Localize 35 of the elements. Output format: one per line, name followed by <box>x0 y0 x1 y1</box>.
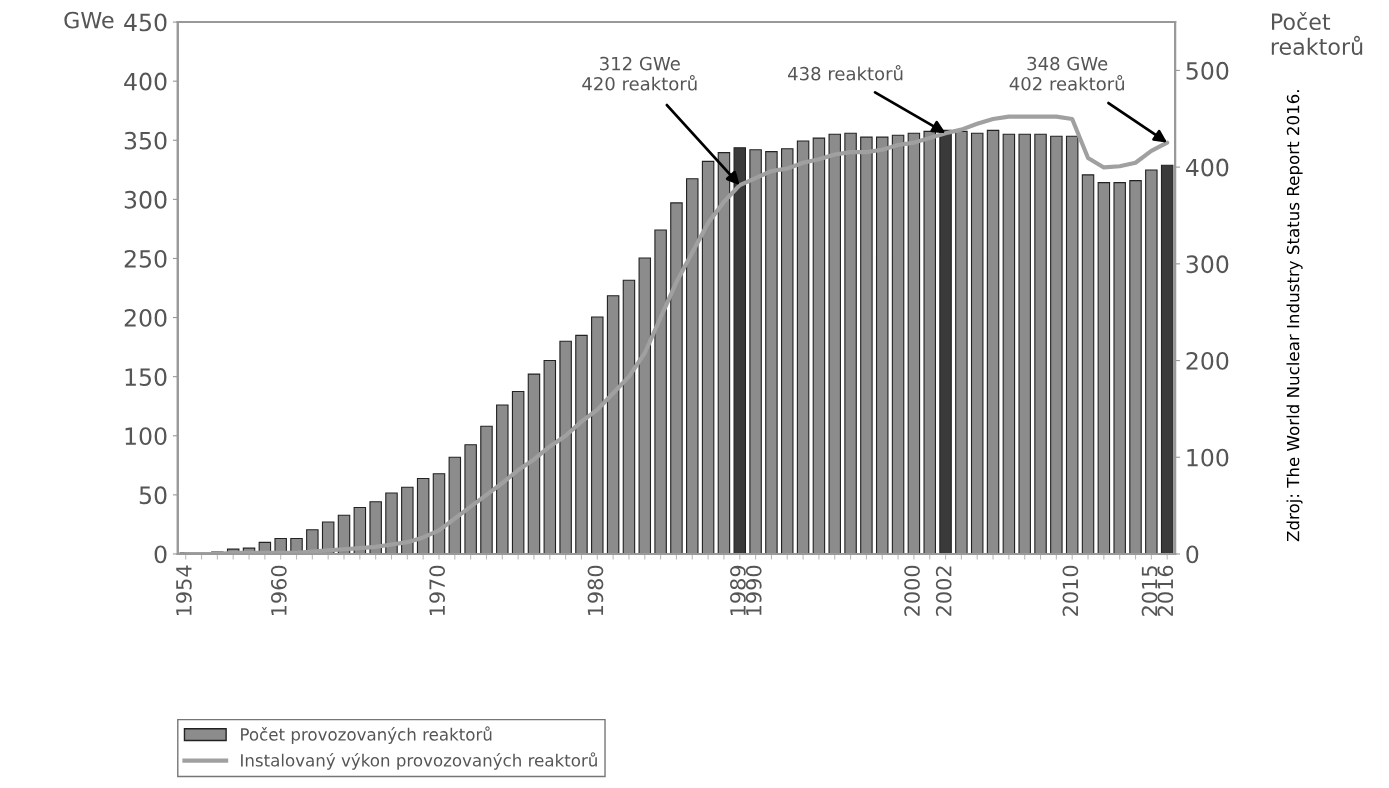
x-tick-label: 2002 <box>935 566 952 616</box>
y2-tick-label: 200 <box>1186 351 1229 370</box>
y2-axis-title: Počet reaktorů <box>1271 12 1363 55</box>
y-tick-label: 350 <box>124 131 167 150</box>
y2-tick-label: 300 <box>1186 255 1229 274</box>
x-tick-label: 2010 <box>1062 565 1079 616</box>
y2-tick-label: 400 <box>1185 158 1229 177</box>
y-tick-label: 200 <box>124 309 167 327</box>
x-tick-label: 1980 <box>587 565 604 616</box>
legend-label: Instalovaný výkon provozovaných reaktorů <box>241 752 597 770</box>
x-tick-label: 1970 <box>429 565 446 616</box>
y-tick-label: 250 <box>124 249 167 268</box>
y2-tick-label: 100 <box>1187 448 1229 467</box>
x-tick-label: 1989 <box>730 565 746 616</box>
annotation: 312 GWe 420 reaktorů <box>582 56 697 91</box>
legend-label: Počet provozovaných reaktorů <box>241 726 492 744</box>
y-tick-label: 50 <box>139 486 167 505</box>
y-tick-label: 0 <box>154 545 167 564</box>
y-tick-label: 400 <box>124 72 167 91</box>
x-tick-label: 2016 <box>1157 565 1174 616</box>
y-tick-label: 300 <box>124 190 167 209</box>
y-axis-title: GWe <box>64 11 114 29</box>
x-tick-label: 1960 <box>270 565 287 616</box>
y-tick-label: 100 <box>125 427 167 446</box>
annotation: 438 reaktorů <box>788 64 903 81</box>
x-tick-label: 1954 <box>175 565 192 616</box>
y2-tick-label: 0 <box>1186 545 1199 564</box>
x-tick-label: 1990 <box>745 565 762 616</box>
annotation: 348 GWe 402 reaktorů <box>1009 56 1124 91</box>
text: Zdroj: The World Nuclear Industry Status Report 2016. <box>1286 90 1303 542</box>
y-tick-label: 450 <box>124 13 167 32</box>
x-tick-label: 2015 <box>1141 566 1158 616</box>
y2-tick-label: 500 <box>1186 61 1229 80</box>
y-tick-label: 150 <box>125 368 167 386</box>
x-tick-label: 2000 <box>904 565 920 616</box>
